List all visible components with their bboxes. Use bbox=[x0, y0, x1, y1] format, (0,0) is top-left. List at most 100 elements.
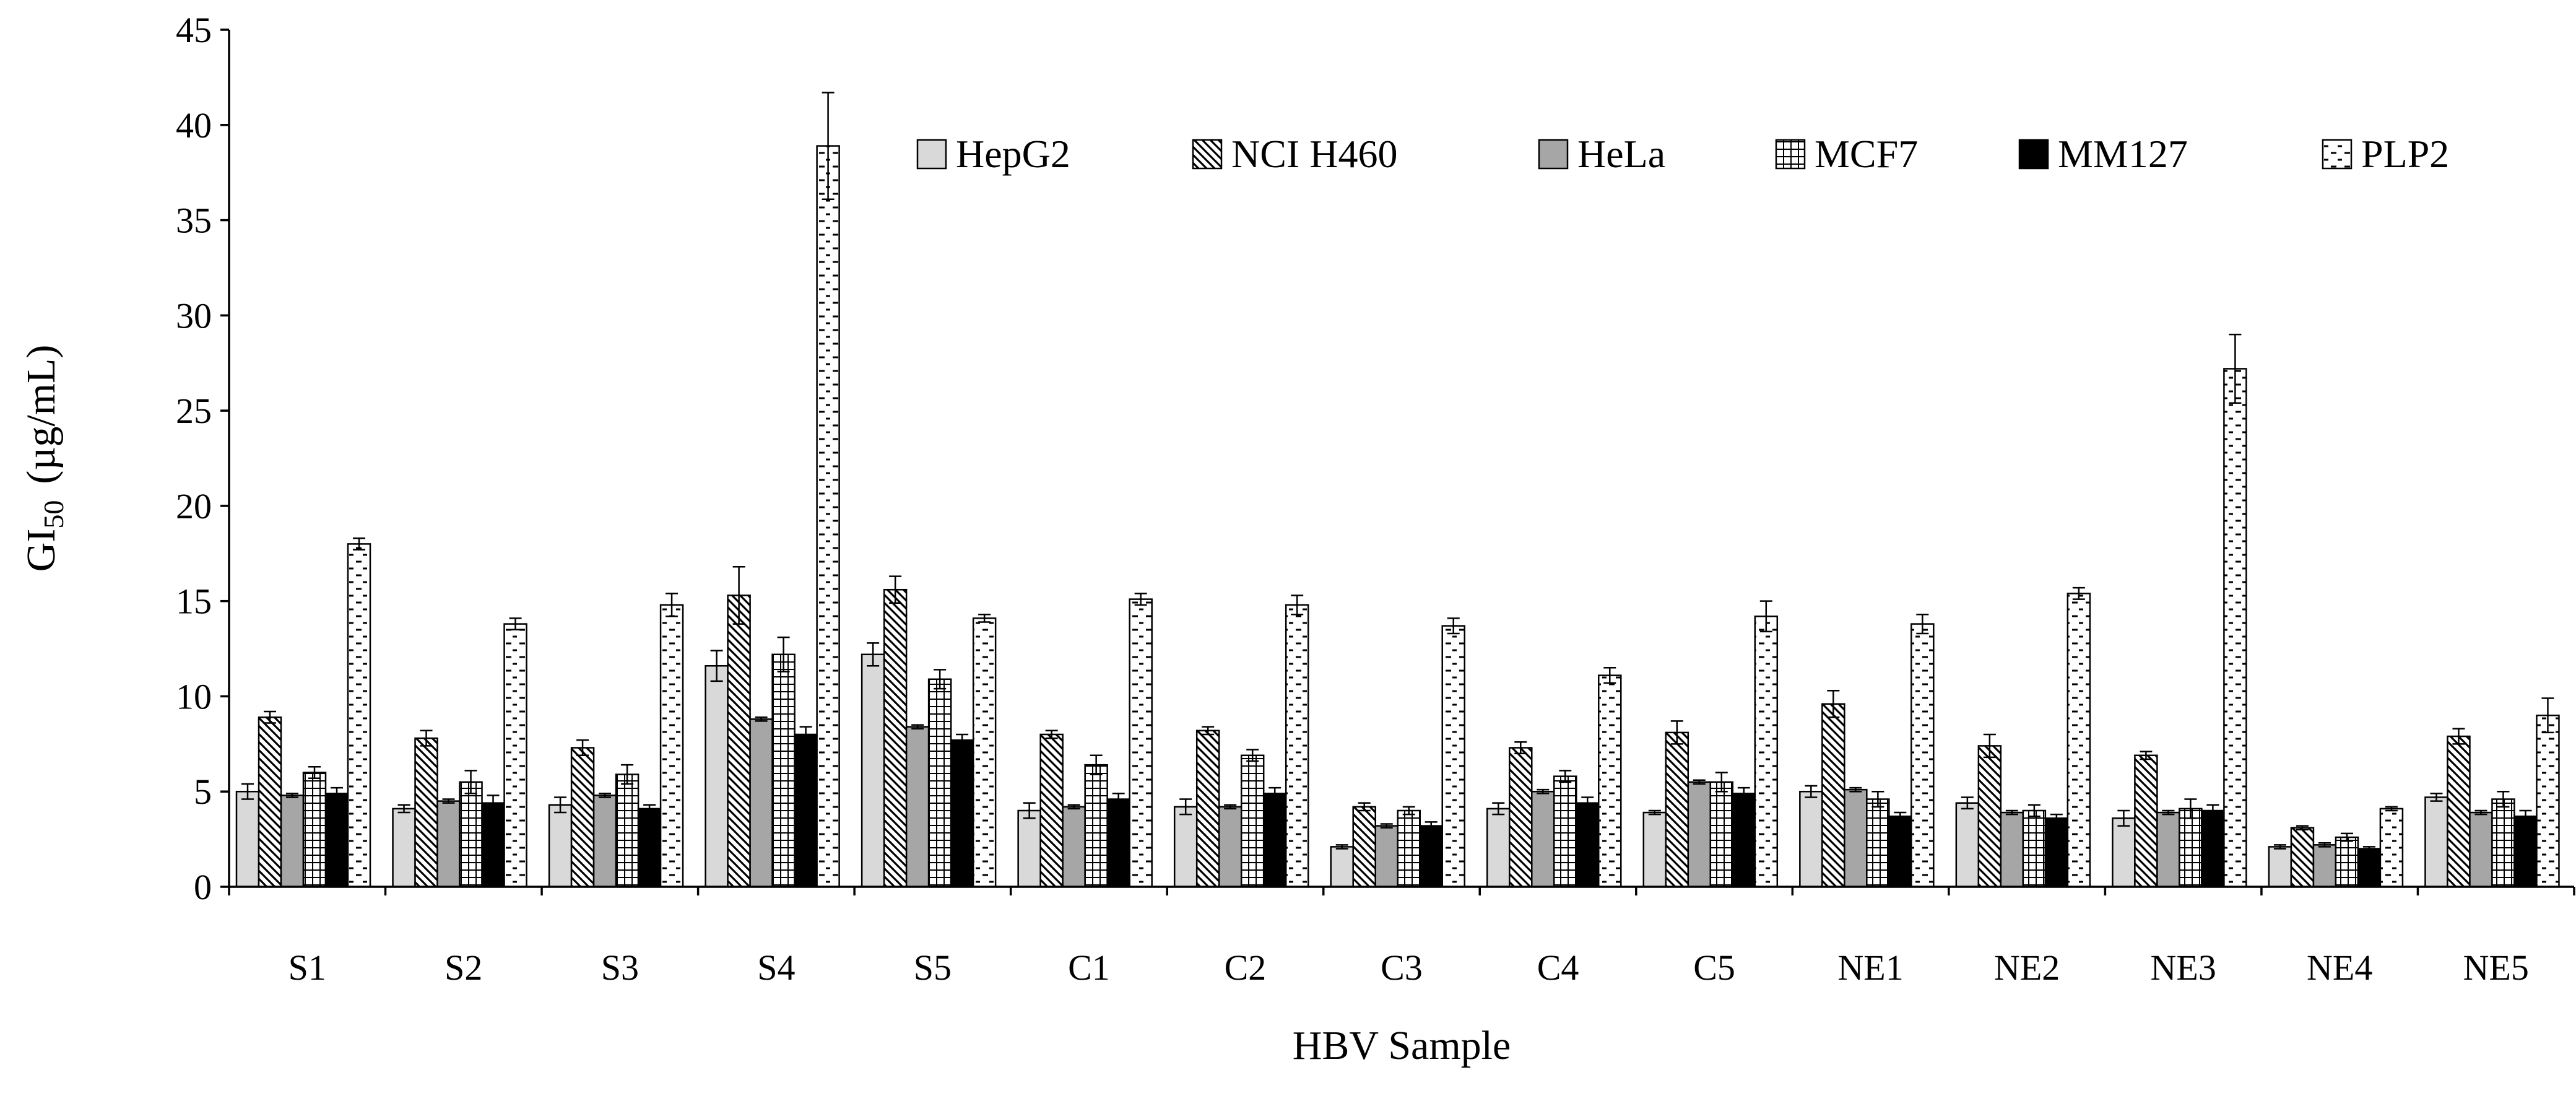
x-tick-label: S3 bbox=[601, 947, 639, 988]
bar bbox=[1910, 623, 1935, 888]
bar bbox=[1106, 798, 1130, 888]
bar bbox=[1285, 604, 1309, 888]
legend-label: HeLa bbox=[1577, 132, 1665, 176]
bar bbox=[347, 543, 371, 888]
y-axis-title-subscript: 50 bbox=[38, 500, 69, 529]
x-tick-label: S1 bbox=[288, 947, 326, 988]
bar bbox=[615, 773, 640, 888]
y-axis-title-main: GI bbox=[19, 529, 64, 572]
bar bbox=[2044, 817, 2069, 888]
x-tick-label: NE2 bbox=[1994, 947, 2060, 988]
bar bbox=[2201, 809, 2225, 888]
bar bbox=[2112, 817, 2136, 888]
y-tick-label: 30 bbox=[176, 295, 212, 336]
bar bbox=[771, 653, 796, 888]
series-hela bbox=[280, 716, 2493, 888]
bar bbox=[950, 739, 974, 888]
bar bbox=[1352, 806, 1376, 888]
bar bbox=[905, 726, 930, 888]
y-tick-label: 20 bbox=[176, 486, 212, 526]
bar bbox=[1821, 703, 1845, 888]
bar bbox=[659, 604, 684, 888]
series-plp2 bbox=[347, 92, 2560, 888]
series-hepg2 bbox=[235, 642, 2448, 888]
bar bbox=[2156, 811, 2180, 888]
series-mm127 bbox=[324, 726, 2538, 888]
bar bbox=[592, 795, 617, 888]
bar bbox=[1709, 781, 1734, 888]
bar bbox=[861, 653, 885, 888]
bar bbox=[1531, 790, 1555, 888]
y-axis-ticks: 0 5 10 15 20 25 30 35 40 45 bbox=[176, 10, 229, 907]
bar bbox=[1441, 625, 1465, 888]
bar bbox=[637, 808, 662, 888]
legend-swatch bbox=[1775, 139, 1806, 170]
legend-swatch bbox=[1538, 139, 1569, 170]
bar bbox=[1129, 598, 1153, 888]
x-tick-label: NE5 bbox=[2463, 947, 2529, 988]
y-tick-label: 10 bbox=[176, 676, 212, 716]
x-tick-label: C4 bbox=[1537, 947, 1579, 988]
legend-swatch bbox=[2322, 139, 2353, 170]
bar bbox=[280, 795, 305, 888]
bar bbox=[1553, 775, 1577, 888]
bar bbox=[2179, 808, 2203, 888]
legend-item-hela: HeLa bbox=[1538, 132, 1665, 176]
y-tick-label: 15 bbox=[176, 581, 212, 622]
bar bbox=[2022, 809, 2047, 888]
legend-item-plp2: PLP2 bbox=[2322, 132, 2449, 176]
bar bbox=[1039, 733, 1064, 888]
bar bbox=[1330, 846, 1354, 888]
legend-swatch bbox=[2018, 139, 2049, 170]
bar bbox=[972, 617, 997, 888]
legend-item-mm127: MM127 bbox=[2018, 132, 2188, 176]
legend-label: PLP2 bbox=[2361, 132, 2449, 176]
legend-label: MCF7 bbox=[1815, 132, 1918, 176]
x-tick-label: NE3 bbox=[2151, 947, 2216, 988]
y-tick-label: 45 bbox=[176, 10, 212, 50]
bar bbox=[436, 800, 461, 888]
bar bbox=[727, 594, 751, 888]
bar bbox=[1888, 815, 1912, 888]
legend-swatch bbox=[916, 139, 947, 170]
bar bbox=[1374, 825, 1399, 888]
bar bbox=[2424, 796, 2448, 888]
legend: HepG2 NCI H460 HeLa MCF7 MM127 PLP2 bbox=[916, 132, 2449, 176]
y-axis-title-unit: (µg/mL) bbox=[19, 345, 64, 484]
bar bbox=[2335, 836, 2359, 888]
bar bbox=[570, 747, 595, 888]
bar bbox=[1754, 616, 1779, 888]
bar bbox=[548, 804, 573, 888]
x-axis-title: HBV Sample bbox=[1293, 1023, 1511, 1068]
bar bbox=[705, 664, 729, 888]
x-tick-label: C5 bbox=[1693, 947, 1735, 988]
y-tick-label: 25 bbox=[176, 391, 212, 431]
bar bbox=[2379, 808, 2404, 888]
bar bbox=[1397, 809, 1421, 888]
x-tick-label: NE4 bbox=[2307, 947, 2372, 988]
bar bbox=[1419, 825, 1443, 888]
bar bbox=[794, 733, 818, 888]
x-tick-label: NE1 bbox=[1837, 947, 1903, 988]
y-tick-label: 5 bbox=[194, 772, 212, 812]
bar bbox=[1687, 781, 1712, 888]
plot-area bbox=[235, 92, 2560, 888]
bar bbox=[749, 718, 773, 888]
bar bbox=[2491, 798, 2515, 888]
bar bbox=[927, 678, 952, 888]
y-axis-title: GI50 (µg/mL) bbox=[19, 345, 69, 572]
legend-item-mcf7: MCF7 bbox=[1775, 132, 1918, 176]
bar bbox=[392, 808, 416, 888]
bar bbox=[1218, 806, 1242, 888]
bar bbox=[324, 793, 349, 888]
x-tick-label: C2 bbox=[1225, 947, 1267, 988]
x-tick-label: S4 bbox=[757, 947, 795, 988]
bar bbox=[1017, 809, 1041, 888]
bar bbox=[1598, 674, 1622, 888]
x-tick-label: C3 bbox=[1381, 947, 1423, 988]
bar bbox=[503, 623, 527, 888]
bar bbox=[1262, 793, 1287, 888]
bar bbox=[481, 802, 505, 888]
x-tick-label: C1 bbox=[1068, 947, 1110, 988]
